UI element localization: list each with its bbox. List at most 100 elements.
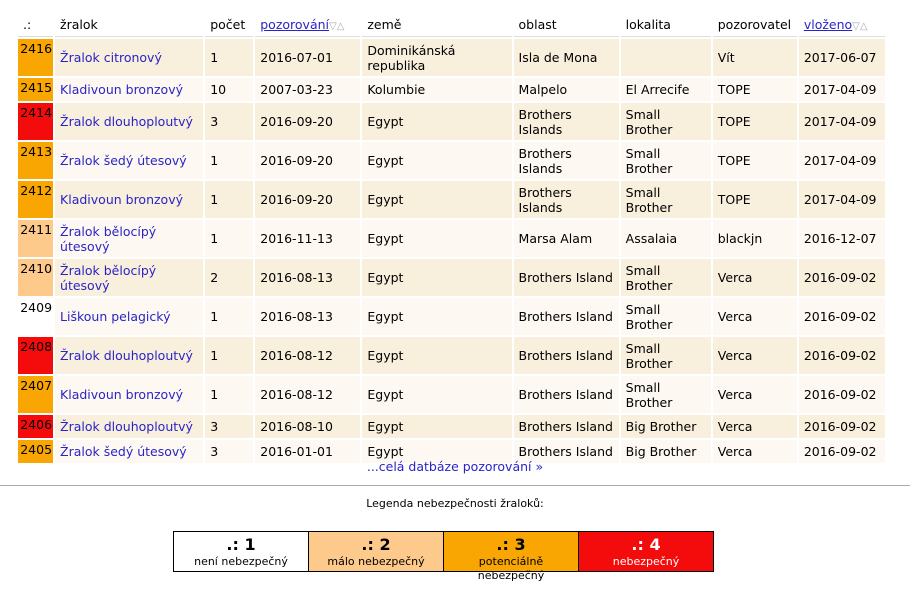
table-cell: 2017-04-09 bbox=[799, 181, 885, 218]
table-cell: Small Brother bbox=[621, 103, 711, 140]
cell-text: 2016-09-02 bbox=[803, 444, 877, 459]
table-cell: Small Brother bbox=[621, 298, 711, 335]
table-cell: Assalaia bbox=[621, 220, 711, 257]
danger-id: 2415 bbox=[18, 78, 54, 101]
table-cell: Brothers Island bbox=[514, 415, 619, 438]
sightings-table: .: žralok počet pozorování▽△ země oblast lokal… bbox=[16, 11, 887, 465]
cell-text: Brothers Island bbox=[518, 270, 613, 285]
table-cell: Kladivoun bronzový bbox=[55, 181, 203, 218]
header-cell: pozorovatel bbox=[712, 13, 797, 37]
danger-id: 2409 bbox=[18, 298, 54, 335]
sort-icon[interactable]: ▽△ bbox=[852, 21, 868, 32]
header-cell: .: bbox=[18, 13, 54, 37]
danger-id: 2413 bbox=[18, 142, 54, 179]
shark-link[interactable]: Liškoun pelagický bbox=[60, 309, 171, 324]
cell-text: 2016-09-02 bbox=[803, 270, 877, 285]
shark-link[interactable]: Kladivoun bronzový bbox=[60, 387, 184, 402]
cell-text: TOPE bbox=[717, 82, 751, 97]
sort-icon[interactable]: ▽△ bbox=[329, 21, 345, 32]
legend-level: .: 1 bbox=[226, 535, 256, 554]
cell-text: 2017-06-07 bbox=[803, 50, 877, 65]
cell-text: 2016-09-20 bbox=[260, 153, 333, 168]
cell-text: 2017-04-09 bbox=[803, 114, 877, 129]
cell-text: Egypt bbox=[367, 387, 404, 402]
cell-text: 1 bbox=[210, 348, 219, 363]
header-label: .: bbox=[23, 17, 32, 32]
table-row: 2409 Liškoun pelagický 1 2016-08-13 Egypt Bro… bbox=[18, 298, 885, 335]
table-cell: Žralok dlouhoploutvý bbox=[55, 415, 203, 438]
more-link[interactable]: ...celá datbáze pozorování » bbox=[366, 459, 544, 474]
cell-text: Brothers Island bbox=[518, 387, 613, 402]
cell-text: 2016-08-12 bbox=[260, 387, 333, 402]
table-cell: 10 bbox=[205, 78, 253, 101]
shark-link[interactable]: Žralok bělocípý útesový bbox=[60, 223, 157, 254]
table-cell bbox=[621, 39, 711, 76]
sort-link[interactable]: vloženo bbox=[803, 17, 853, 32]
cell-text: TOPE bbox=[717, 114, 751, 129]
table-cell: 3 bbox=[205, 415, 253, 438]
table-cell: 2016-09-02 bbox=[799, 298, 885, 335]
table-cell: El Arrecife bbox=[621, 78, 711, 101]
danger-id: 2416 bbox=[18, 39, 54, 76]
table-cell: TOPE bbox=[713, 142, 797, 179]
table-row: 2415 Kladivoun bronzový 10 2007-03-23 Kolumb… bbox=[18, 78, 885, 101]
cell-text: Verca bbox=[717, 387, 753, 402]
cell-text: Egypt bbox=[367, 444, 404, 459]
cell-text: 2016-01-01 bbox=[260, 444, 333, 459]
sort-link[interactable]: pozorování bbox=[260, 17, 330, 32]
cell-text: 1 bbox=[210, 50, 219, 65]
cell-text: 2016-09-20 bbox=[260, 114, 333, 129]
cell-text: 2016-11-13 bbox=[260, 231, 333, 246]
shark-link[interactable]: Kladivoun bronzový bbox=[60, 192, 184, 207]
table-cell: 1 bbox=[205, 142, 253, 179]
table-cell: 2016-09-02 bbox=[799, 415, 885, 438]
table-cell: Kladivoun bronzový bbox=[55, 376, 203, 413]
table-cell: 3 bbox=[205, 440, 253, 463]
table-cell: Egypt bbox=[362, 103, 511, 140]
cell-text: Isla de Mona bbox=[518, 50, 598, 65]
table-cell: Žralok bělocípý útesový bbox=[55, 220, 203, 257]
shark-link[interactable]: Kladivoun bronzový bbox=[60, 82, 184, 97]
table-cell: Verca bbox=[713, 415, 797, 438]
table-cell: Vít bbox=[713, 39, 797, 76]
header-cell: žralok bbox=[55, 13, 204, 37]
table-cell: 1 bbox=[205, 39, 253, 76]
cell-text: Marsa Alam bbox=[518, 231, 593, 246]
header-label: země bbox=[367, 17, 402, 32]
cell-text: Kolumbie bbox=[367, 82, 426, 97]
shark-link[interactable]: Žralok bělocípý útesový bbox=[60, 262, 157, 293]
shark-link[interactable]: Žralok šedý útesový bbox=[60, 153, 187, 168]
table-cell: Kolumbie bbox=[362, 78, 511, 101]
shark-link[interactable]: Žralok šedý útesový bbox=[60, 444, 187, 459]
legend-item: .: 4 nebezpečný bbox=[579, 532, 713, 571]
table-cell: Small Brother bbox=[621, 337, 711, 374]
header-label: lokalita bbox=[625, 17, 671, 32]
table-cell: Small Brother bbox=[621, 181, 711, 218]
table-cell: 2017-04-09 bbox=[799, 103, 885, 140]
table-row: 2416 Žralok citronový 1 2016-07-01 Dominikán… bbox=[18, 39, 885, 76]
shark-link[interactable]: Žralok citronový bbox=[60, 50, 162, 65]
cell-text: Small Brother bbox=[625, 145, 673, 176]
cell-text: Brothers Island bbox=[518, 444, 613, 459]
table-cell: 1 bbox=[205, 181, 253, 218]
table-cell: Egypt bbox=[362, 220, 511, 257]
shark-link[interactable]: Žralok dlouhoploutvý bbox=[60, 419, 193, 434]
table-cell: 2016-08-13 bbox=[255, 298, 360, 335]
table-cell: Egypt bbox=[362, 181, 511, 218]
table-cell: 2016-07-01 bbox=[255, 39, 360, 76]
table-row: 2412 Kladivoun bronzový 1 2016-09-20 Egypt Br… bbox=[18, 181, 885, 218]
table-row: 2405 Žralok šedý útesový 3 2016-01-01 Egypt B… bbox=[18, 440, 885, 463]
cell-text: Small Brother bbox=[625, 184, 673, 215]
cell-text: Egypt bbox=[367, 192, 404, 207]
danger-id: 2407 bbox=[18, 376, 54, 413]
shark-link[interactable]: Žralok dlouhoploutvý bbox=[60, 114, 193, 129]
table-cell: Verca bbox=[713, 440, 797, 463]
legend-label: potenciálně nebezpečný bbox=[477, 555, 545, 582]
divider bbox=[0, 485, 910, 486]
shark-link[interactable]: Žralok dlouhoploutvý bbox=[60, 348, 193, 363]
table-row: 2413 Žralok šedý útesový 1 2016-09-20 Egypt B… bbox=[18, 142, 885, 179]
cell-text: 1 bbox=[210, 192, 219, 207]
danger-id: 2405 bbox=[18, 440, 54, 463]
table-cell: Žralok šedý útesový bbox=[55, 440, 203, 463]
